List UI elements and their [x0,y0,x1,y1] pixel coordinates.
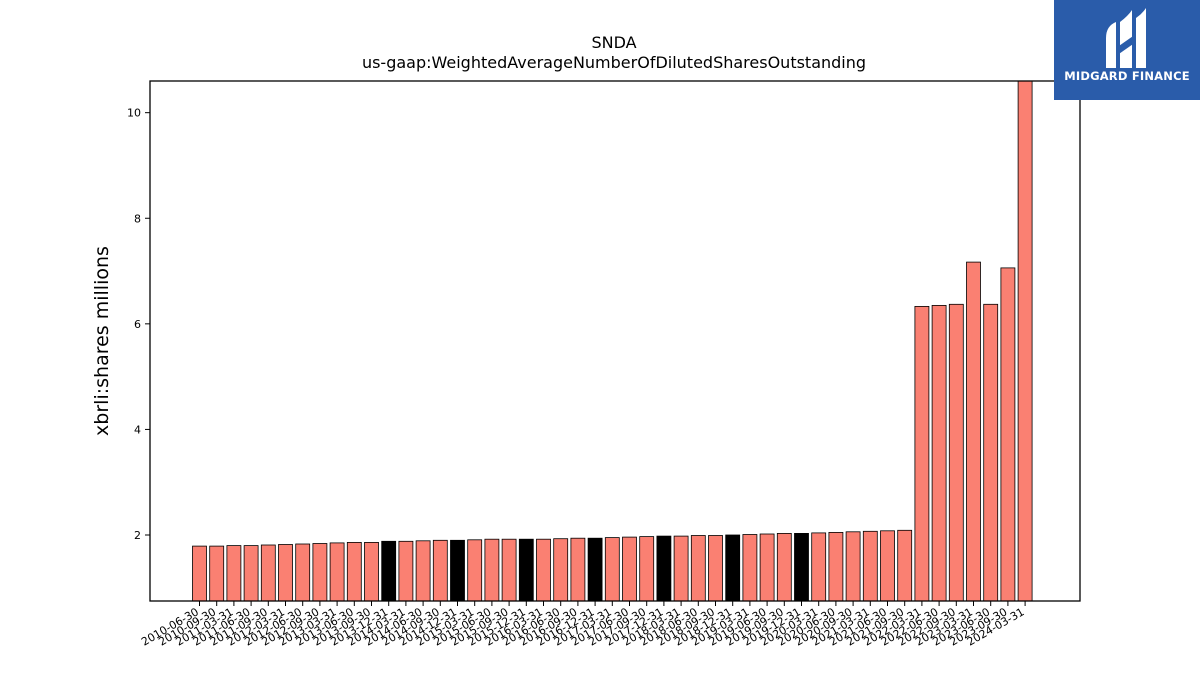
bar-2021-09-30 [897,529,913,602]
bar-2015-09-30 [501,538,517,602]
y-tick-label: 8 [134,212,141,225]
bar-2018-09-30 [708,535,723,602]
bar-2017-12-31 [656,535,672,602]
bar-2018-03-31 [673,535,689,602]
bar-2017-03-31 [604,537,620,602]
bar-2010-09-30 [209,545,225,602]
bar-2013-09-30 [364,542,379,602]
plot-frame [149,80,1081,602]
bar-2021-03-31 [862,530,878,602]
bar-2012-06-30 [295,543,311,602]
bar-2023-03-31 [966,261,981,602]
bar-2020-09-30 [845,531,861,602]
bar-2019-09-30 [776,533,792,602]
bar-2019-03-31 [742,534,758,602]
bar-2019-06-30 [759,533,775,602]
bar-2020-03-31 [811,532,827,602]
bar-2015-06-30 [484,538,500,602]
bar-2011-03-31 [226,545,242,602]
bar-2016-09-30 [570,537,586,602]
bar-2014-03-31 [398,540,414,602]
y-tick-label: 10 [127,107,141,120]
bar-2023-06-30 [983,303,999,602]
y-axis-label: xbrli:shares millions [91,246,113,436]
brand-name: MIDGARD FINANCE [1064,69,1190,83]
chart-title: SNDA [591,33,636,52]
y-tick-label: 2 [134,529,141,542]
bar-2014-06-30 [415,540,431,602]
y-tick-label: 6 [134,318,141,331]
chart-subtitle: us-gaap:WeightedAverageNumberOfDilutedSh… [362,53,866,72]
bar-2011-09-30 [260,544,276,602]
brand-logo: MIDGARD FINANCE [1054,0,1200,100]
bar-2022-06-30 [931,304,947,602]
bar-2012-03-31 [278,544,293,602]
bar-2010-06-30 [192,545,207,602]
y-tick-label: 4 [134,423,141,436]
bar-2024-03-31 [1017,80,1033,602]
bar-2019-12-31 [794,533,809,602]
bar-2012-09-30 [312,543,328,602]
bar-2018-12-31 [725,534,741,602]
midgard-logo-icon [1106,8,1146,68]
bar-2016-06-30 [553,538,569,602]
bar-2018-06-30 [690,535,706,602]
bar-2023-09-30 [1000,267,1016,602]
bar-2013-03-31 [329,542,345,602]
x-axis: 2010-06-302010-09-302011-03-312011-06-30… [139,601,1027,649]
bar-2011-06-30 [243,545,259,602]
bars-group [192,80,1033,602]
bar-2013-12-31 [381,540,397,602]
bar-2017-06-30 [622,536,637,602]
bar-2016-03-31 [536,538,551,602]
bar-2015-12-31 [518,538,534,602]
bar-2014-09-30 [432,539,448,602]
bar-2020-06-30 [828,532,844,602]
y-axis: 2 4 6 8 10 [127,107,150,542]
bar-2013-06-30 [346,542,362,602]
bar-2016-12-31 [587,537,603,602]
bar-2022-03-31 [914,305,930,602]
bar-2017-09-30 [639,536,655,602]
bar-2014-12-31 [450,539,465,602]
bar-2015-03-31 [467,539,483,602]
bar-2021-06-30 [880,530,895,602]
bar-2022-09-30 [948,303,964,602]
